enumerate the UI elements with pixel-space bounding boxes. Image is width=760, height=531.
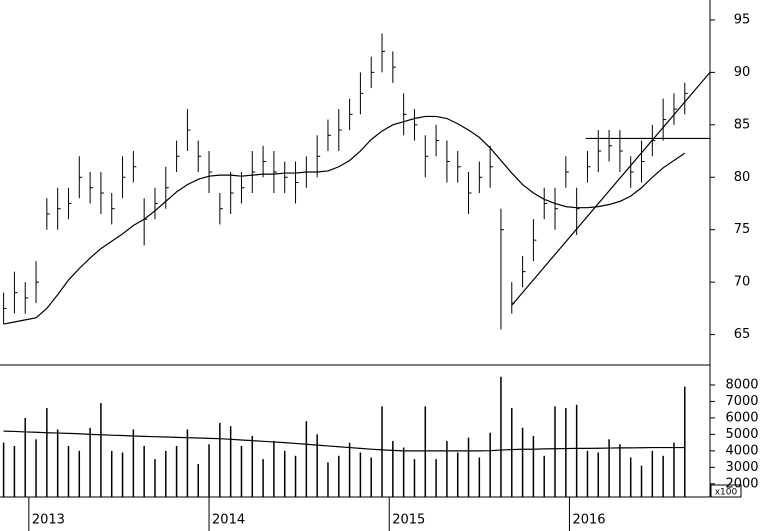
unit-label: x100 — [715, 488, 738, 498]
y-tick-label: 5000 — [725, 427, 758, 442]
y-tick-label: 90 — [734, 65, 751, 80]
y-tick-label: 70 — [734, 275, 751, 290]
trendline — [511, 71, 711, 306]
x-tick-label: 2013 — [32, 513, 65, 528]
y-tick-label: 95 — [734, 12, 751, 27]
x-tick-label: 2016 — [572, 513, 605, 528]
y-tick-label: 65 — [734, 327, 751, 342]
y-tick-label: 6000 — [725, 410, 758, 425]
y-tick-label: 3000 — [725, 460, 758, 475]
y-tick-label: 8000 — [725, 377, 758, 392]
unit-box — [710, 484, 742, 498]
x-tick-label: 2015 — [392, 513, 425, 528]
y-tick-label: 4000 — [725, 443, 758, 458]
x-tick-label: 2014 — [212, 513, 245, 528]
moving-average — [3, 115, 686, 325]
y-tick-label: 7000 — [725, 394, 758, 409]
volume-average — [3, 430, 685, 452]
y-tick-label: 75 — [734, 222, 751, 237]
y-tick-label: 2000 — [725, 476, 758, 491]
y-tick-label: 80 — [734, 170, 751, 185]
y-tick-label: 85 — [734, 117, 751, 132]
